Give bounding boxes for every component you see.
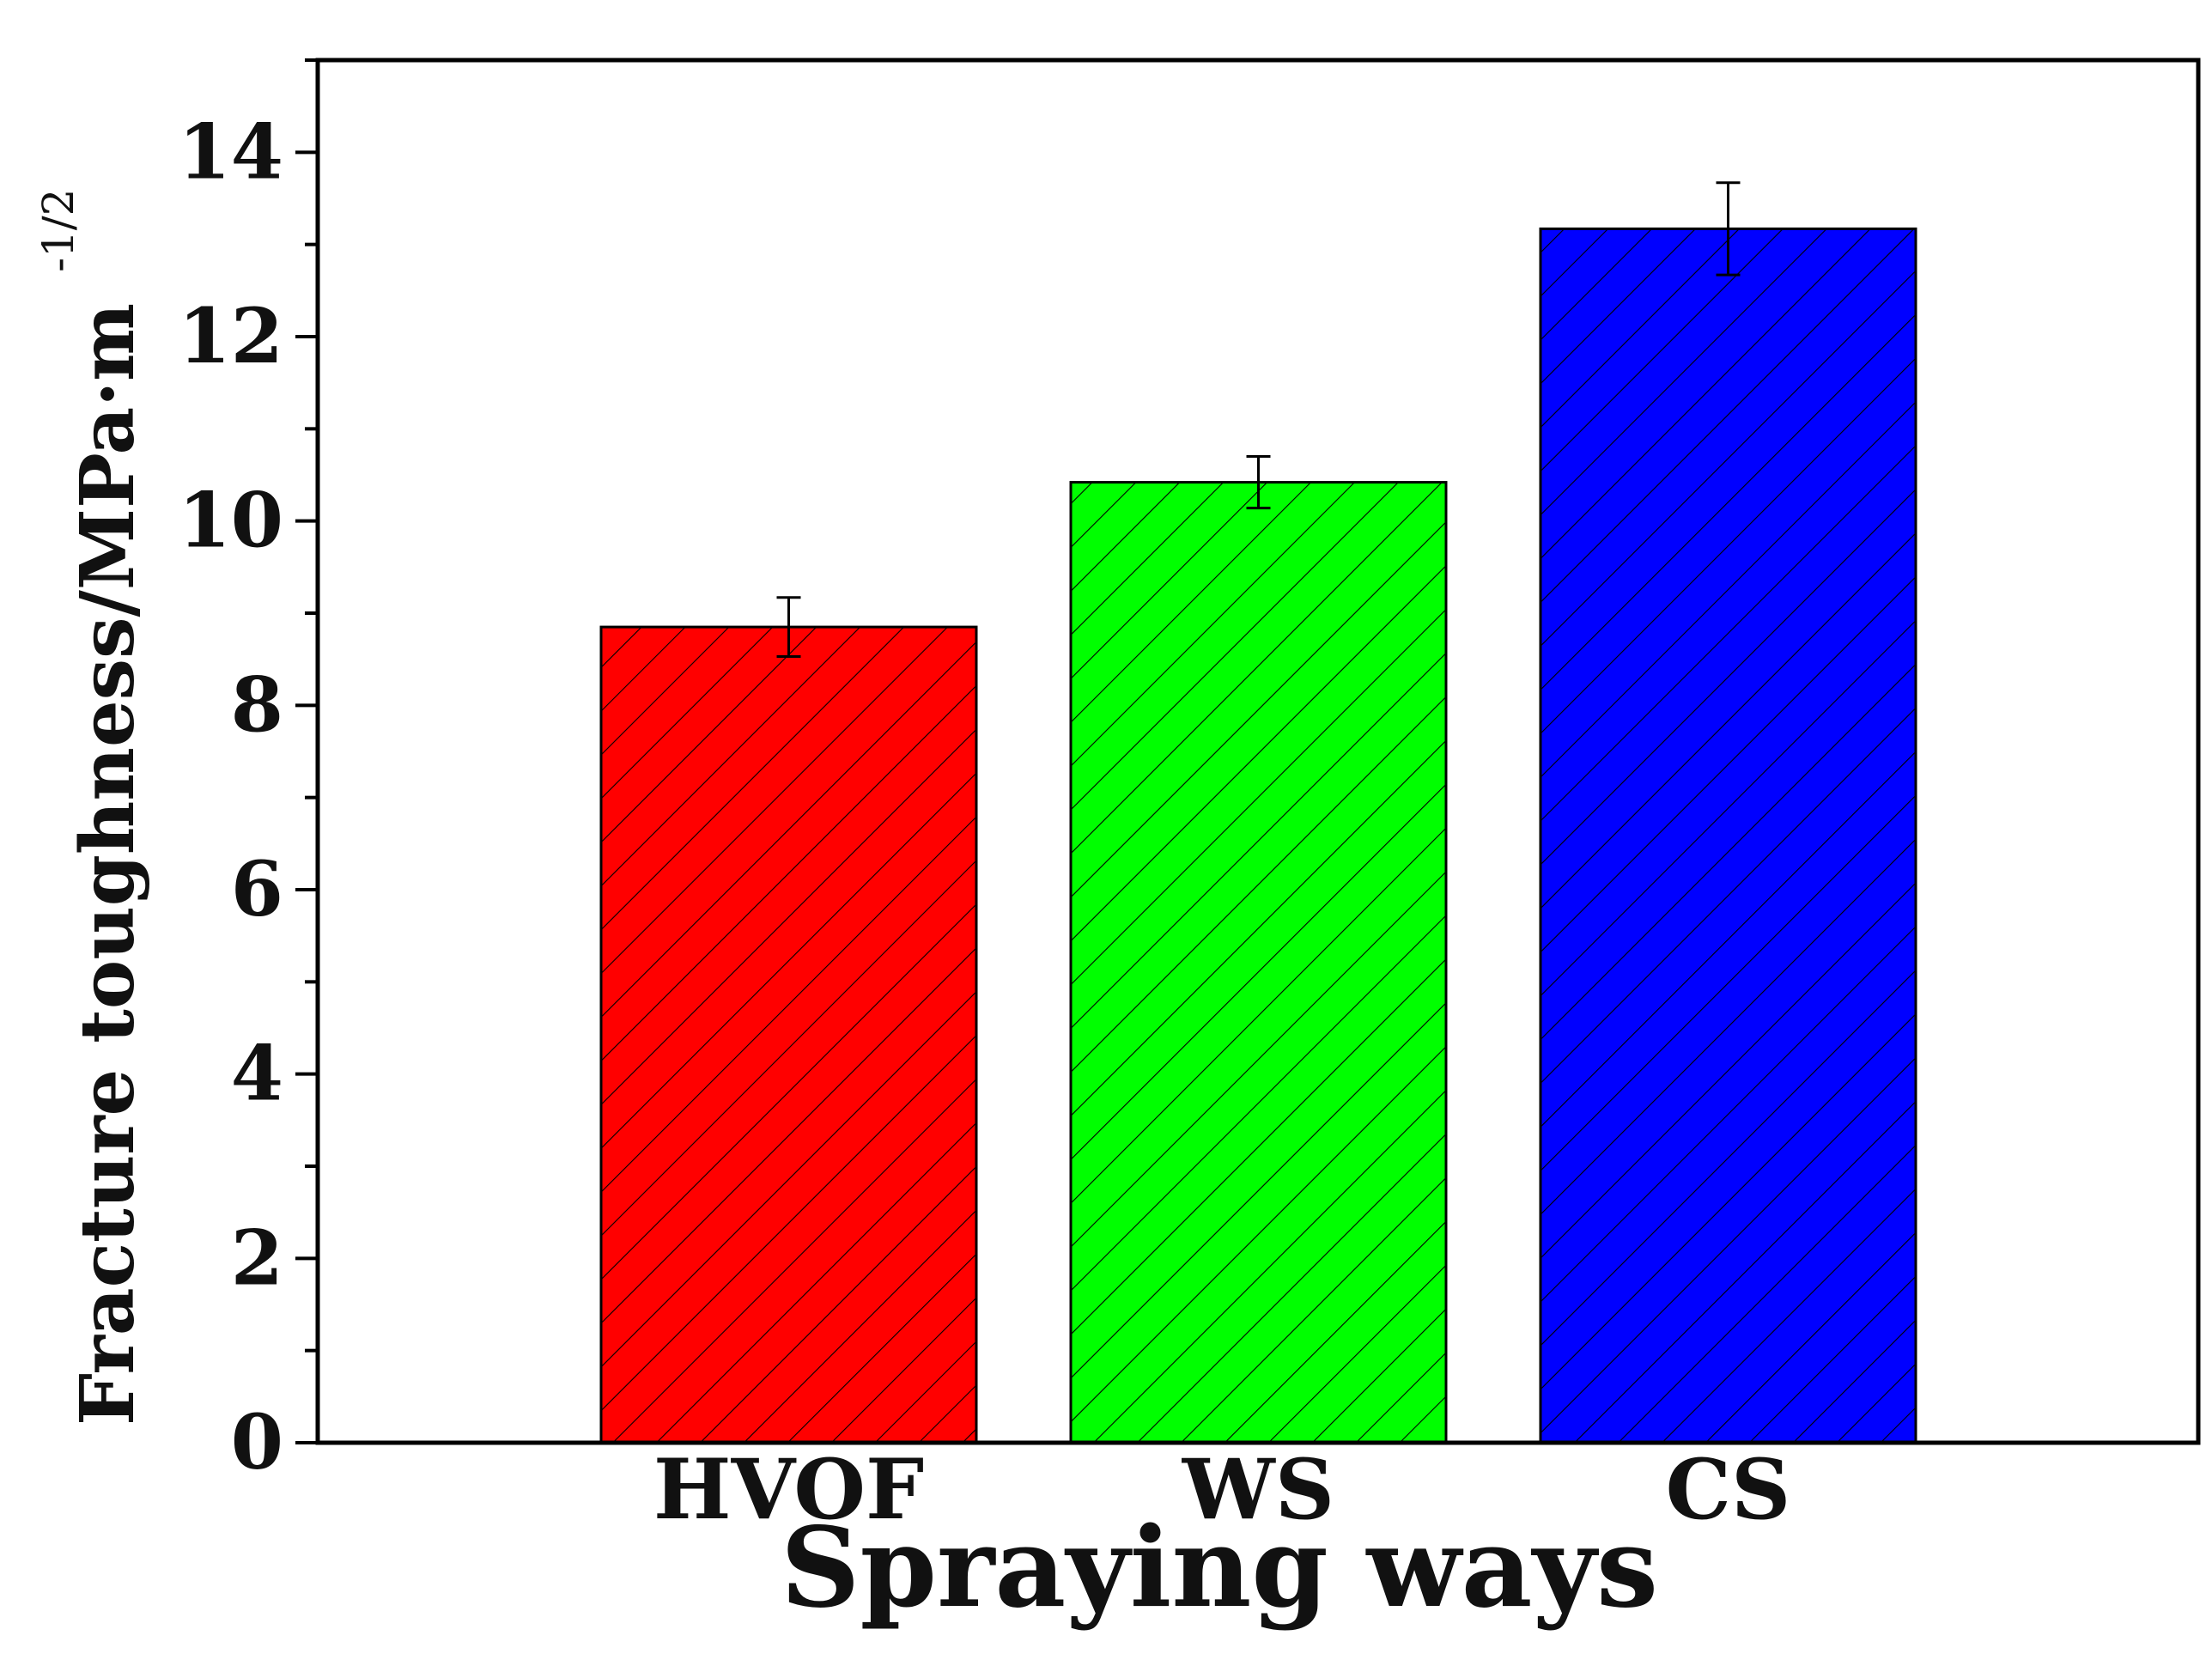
x-tick-label-cs: CS xyxy=(1666,1441,1791,1538)
bars-layer xyxy=(599,227,1917,1444)
y-axis-title-main: Fracture toughness/MPa·m xyxy=(64,303,151,1426)
axes-layer xyxy=(295,58,2201,1445)
y-tick-label: 12 xyxy=(179,291,283,380)
x-axis-title: Spraying ways xyxy=(781,1504,1658,1633)
y-tick-label: 2 xyxy=(231,1213,283,1302)
y-tick-label: 8 xyxy=(231,660,283,749)
y-tick-label: 10 xyxy=(179,476,283,565)
y-tick-label: 6 xyxy=(231,844,283,933)
y-tick-label: 4 xyxy=(231,1029,283,1118)
y-tick-label: 14 xyxy=(179,106,283,196)
plot-frame xyxy=(315,58,2201,1445)
labels-layer: Spraying ways Fracture toughness/MPa·m -… xyxy=(33,106,1790,1633)
y-axis-title-superscript: -1/2 xyxy=(33,189,83,272)
x-tick-label-ws: WS xyxy=(1182,1441,1334,1538)
bar-hatch-cs xyxy=(1539,227,1917,1444)
y-tick-label: 0 xyxy=(231,1397,283,1487)
error-bars-layer xyxy=(776,181,1741,658)
bar-hatch-ws xyxy=(1069,481,1448,1444)
bar-hatch-hvof xyxy=(599,625,978,1444)
y-axis-title: Fracture toughness/MPa·m -1/2 xyxy=(33,189,151,1426)
x-tick-label-hvof: HVOF xyxy=(653,1441,924,1538)
